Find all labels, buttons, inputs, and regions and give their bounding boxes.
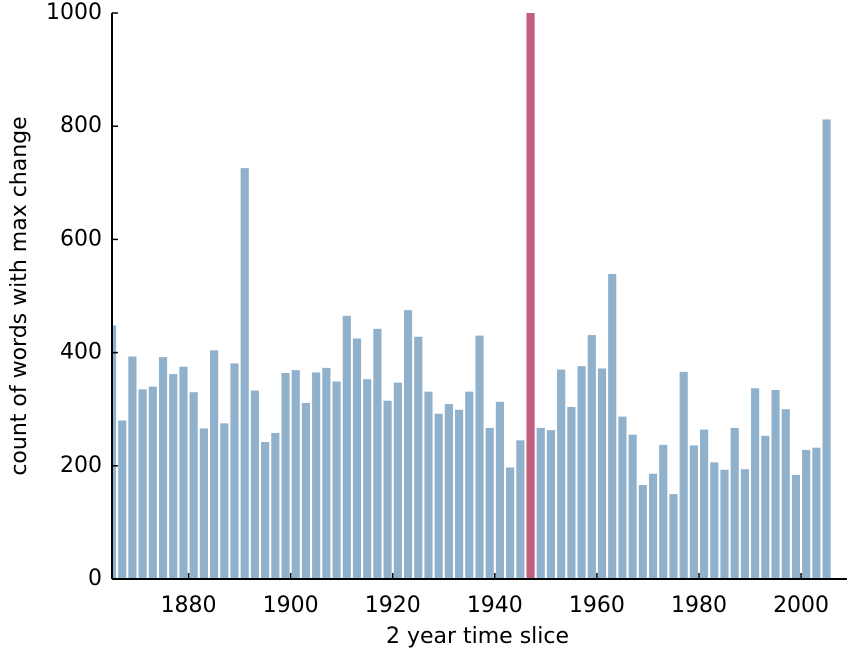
bar — [250, 390, 259, 579]
bar — [414, 336, 423, 579]
bar — [373, 328, 382, 579]
bar-series — [112, 13, 831, 580]
x-tick-label: 1960 — [569, 593, 625, 618]
bar — [363, 379, 372, 579]
bar — [822, 119, 831, 580]
bar — [312, 372, 321, 579]
y-tick-label: 600 — [60, 226, 102, 251]
y-tick-label: 200 — [60, 453, 102, 478]
y-tick-label: 800 — [60, 113, 102, 138]
bar — [148, 386, 157, 579]
bar — [179, 366, 188, 579]
bar — [403, 310, 413, 579]
x-tick-label: 1920 — [365, 593, 421, 618]
bar — [669, 494, 678, 579]
axes — [111, 13, 847, 580]
bar — [434, 413, 443, 579]
bar — [158, 357, 168, 579]
y-axis-title: count of words with max change — [7, 116, 32, 475]
bar — [475, 335, 484, 579]
x-tick-label: 1900 — [263, 593, 319, 618]
bar — [608, 273, 617, 579]
bar — [112, 325, 117, 579]
y-tick-label: 0 — [88, 566, 102, 591]
bar — [261, 442, 270, 579]
bar — [536, 427, 545, 579]
bar — [424, 391, 433, 579]
bar — [659, 444, 668, 579]
bar — [383, 400, 392, 579]
bar — [128, 356, 137, 579]
bar — [291, 370, 300, 579]
bar — [516, 440, 525, 579]
y-axis-ticks: 0 200 400 600 800 1000 — [46, 0, 118, 591]
bar — [169, 374, 178, 579]
bar — [118, 420, 127, 579]
bar — [138, 389, 147, 579]
bar — [730, 427, 739, 579]
bar — [648, 473, 658, 579]
highlighted-bar — [526, 13, 535, 579]
bar — [791, 474, 801, 579]
bar — [628, 434, 637, 579]
bar — [271, 432, 280, 579]
y-tick-label: 1000 — [46, 0, 102, 25]
bar — [485, 427, 494, 579]
bar — [751, 388, 760, 579]
x-axis-ticks: 1880 1900 1920 1940 1960 1980 2000 — [161, 573, 829, 618]
bar — [393, 382, 402, 579]
y-tick-label: 400 — [60, 340, 102, 365]
bar — [352, 338, 362, 579]
bar — [557, 369, 566, 579]
bar — [597, 368, 607, 579]
bar — [210, 350, 219, 579]
x-tick-label: 2000 — [773, 593, 829, 618]
bar — [761, 435, 770, 579]
bar — [455, 409, 464, 579]
bar — [546, 430, 556, 579]
bar — [189, 392, 198, 579]
bar — [220, 423, 229, 579]
bar — [301, 402, 311, 579]
x-tick-label: 1940 — [467, 593, 523, 618]
x-axis-title: 2 year time slice — [386, 624, 569, 649]
bar — [577, 366, 586, 579]
bar — [342, 315, 351, 579]
bar — [710, 462, 719, 579]
bar — [689, 445, 698, 579]
bar — [720, 469, 729, 579]
bar — [332, 381, 341, 579]
bar — [465, 391, 474, 579]
x-tick-label: 1880 — [161, 593, 217, 618]
bar — [567, 406, 576, 579]
x-tick-label: 1980 — [671, 593, 727, 618]
bar — [230, 363, 239, 579]
bar — [281, 372, 290, 579]
bar — [638, 485, 647, 579]
bar — [771, 389, 780, 579]
bar — [587, 335, 596, 579]
bar — [240, 168, 249, 580]
bar — [812, 447, 821, 579]
bar — [506, 467, 515, 579]
bar — [781, 409, 790, 579]
bar — [700, 429, 709, 579]
bar — [679, 371, 688, 579]
bar — [802, 449, 811, 579]
bar — [618, 416, 627, 579]
bar — [495, 401, 504, 579]
bar — [444, 404, 453, 579]
bar — [322, 367, 331, 579]
bar — [740, 469, 749, 579]
bar — [199, 428, 208, 579]
